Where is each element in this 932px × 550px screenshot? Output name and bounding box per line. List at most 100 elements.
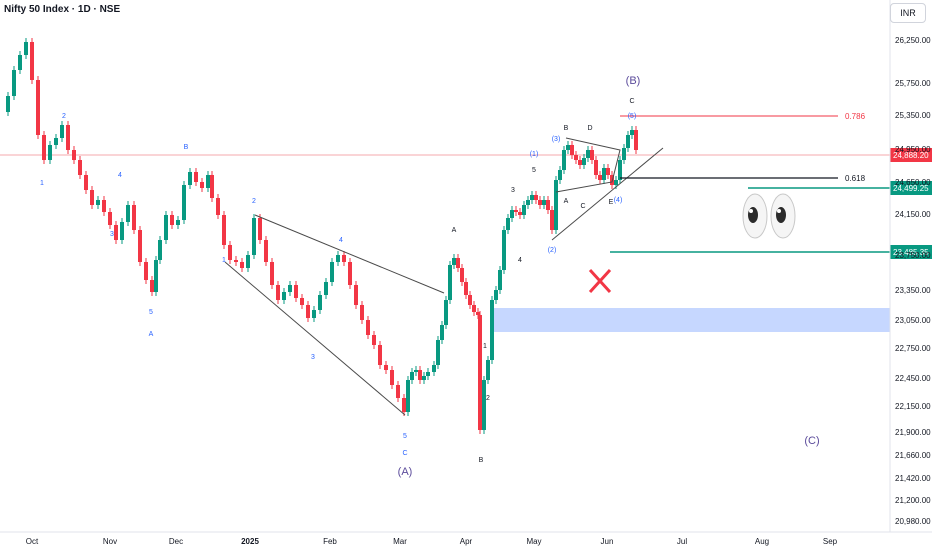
y-tick-label: 21,660.00	[895, 451, 931, 460]
candle-body	[164, 215, 168, 240]
y-tick-label: 21,900.00	[895, 428, 931, 437]
candle-body	[12, 70, 16, 96]
candle-body	[96, 200, 100, 205]
candle-body	[570, 145, 574, 155]
fib-0618-label: 0.618	[845, 174, 866, 183]
y-tick-label: 24,950.00	[895, 145, 931, 154]
candle-body	[270, 262, 274, 285]
y-tick-label: 20,980.00	[895, 517, 931, 526]
candle-body	[590, 150, 594, 160]
candle-body	[448, 265, 452, 300]
candle-body	[526, 200, 530, 205]
candle-body	[602, 168, 606, 180]
wave-label: 4	[518, 257, 522, 264]
overlays: 0.786 0.618 24,888.20 24,499.25 23,485.35	[224, 112, 932, 416]
candle-body	[30, 42, 34, 80]
candle-body	[372, 335, 376, 345]
candle-body	[546, 200, 550, 210]
candle-body	[234, 260, 238, 262]
y-tick-label: 24,150.00	[895, 210, 931, 219]
wave-label: D	[587, 125, 592, 132]
y-tick-label: 24,650.00	[895, 178, 931, 187]
wave-label: 2	[252, 198, 256, 205]
candle-body	[534, 195, 538, 200]
candle-body	[390, 370, 394, 385]
support-zone	[492, 308, 890, 332]
candle-body	[54, 138, 58, 145]
price-label-box	[890, 181, 932, 195]
y-tick-label: 21,420.00	[895, 474, 931, 483]
eye-icon	[742, 193, 768, 239]
candle-body	[530, 195, 534, 200]
candle-body	[36, 80, 40, 135]
candle-body	[264, 240, 268, 262]
candle-body	[566, 145, 570, 150]
candle-body	[542, 200, 546, 205]
wave-label: (3)	[552, 136, 561, 143]
wave-label: 4	[118, 172, 122, 179]
candle-body	[538, 200, 542, 205]
candle-body	[562, 150, 566, 170]
candle-body	[342, 255, 346, 262]
wave-label: 5	[149, 309, 153, 316]
wave-label: 5	[532, 167, 536, 174]
y-tick-label: 23,350.00	[895, 286, 931, 295]
wave-label: C	[402, 450, 407, 457]
candle-body	[406, 380, 410, 412]
candle-body	[18, 55, 22, 70]
candle-body	[514, 210, 518, 212]
wave-label: (5)	[628, 113, 637, 120]
candle-body	[66, 125, 70, 150]
wave-label: (B)	[626, 75, 641, 87]
candle-body	[384, 365, 388, 370]
candle-body	[288, 285, 292, 292]
candle-body	[456, 258, 460, 268]
price-label-box	[890, 245, 932, 259]
candle-body	[444, 300, 448, 325]
candle-body	[614, 180, 618, 185]
candle-body	[90, 190, 94, 205]
candle-body	[318, 295, 322, 310]
candle-body	[634, 130, 638, 150]
x-tick-label: Feb	[323, 537, 337, 546]
price-label-box	[890, 148, 932, 162]
candle-body	[502, 230, 506, 270]
wave-label: 1	[222, 257, 226, 264]
fib-0786-label: 0.786	[845, 112, 866, 121]
candle-body	[472, 305, 476, 312]
eye-icon	[770, 193, 796, 239]
candle-body	[114, 225, 118, 240]
wedge-lower-line	[224, 261, 406, 416]
candle-body	[324, 282, 328, 295]
invalidation-x-icon	[588, 268, 612, 294]
candle-body	[490, 300, 494, 360]
candle-body	[582, 158, 586, 165]
candle-body	[24, 42, 28, 55]
y-tick-label: 23,750.00	[895, 251, 931, 260]
trendline	[551, 147, 664, 241]
x-tick-label: Apr	[460, 537, 473, 546]
candle-body	[210, 175, 214, 198]
candle-body	[306, 305, 310, 318]
x-tick-label: May	[526, 537, 541, 546]
wave-label: 3	[110, 231, 114, 238]
candle-body	[510, 210, 514, 218]
x-tick-label: Mar	[393, 537, 407, 546]
candle-body	[154, 260, 158, 292]
candle-body	[228, 245, 232, 260]
candle-body	[252, 218, 256, 255]
wave-label: B	[564, 125, 569, 132]
candle-body	[132, 205, 136, 230]
wave-label: 2	[486, 395, 490, 402]
candle-body	[354, 285, 358, 305]
candle-body	[410, 372, 414, 380]
currency-button[interactable]: INR	[890, 3, 926, 23]
candle-body	[126, 205, 130, 222]
candle-body	[84, 175, 88, 190]
y-tick-label: 22,450.00	[895, 374, 931, 383]
candle-body	[630, 130, 634, 135]
candle-body	[558, 170, 562, 180]
candle-body	[622, 148, 626, 160]
price-label: 23,485.35	[893, 248, 929, 257]
candle-body	[554, 180, 558, 230]
